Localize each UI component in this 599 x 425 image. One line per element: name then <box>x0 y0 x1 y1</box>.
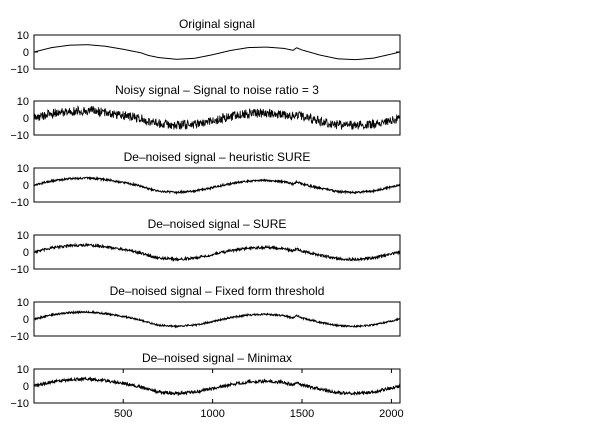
y-tick-label: −10 <box>10 331 29 343</box>
axes-box <box>33 100 401 136</box>
axes-box <box>33 301 401 337</box>
y-tick-label: 0 <box>23 47 29 59</box>
y-tick-label: 0 <box>23 381 29 393</box>
y-tick-label: −10 <box>10 197 29 209</box>
subplot-title: Original signal <box>179 17 255 31</box>
subplot-title: Noisy signal – Signal to noise ratio = 3 <box>115 83 319 97</box>
y-tick-label: −10 <box>10 130 29 142</box>
subplot-title: De–noised signal – Minimax <box>142 351 292 365</box>
axes-box <box>33 34 401 70</box>
x-tick-label: 1500 <box>290 408 314 420</box>
y-tick-label: 10 <box>17 364 29 376</box>
subplot-title: De–noised signal – SURE <box>148 217 287 231</box>
signal-line <box>33 376 401 397</box>
y-tick-label: 10 <box>17 297 29 309</box>
x-tick-label: 500 <box>114 408 132 420</box>
subplot-3: De–noised signal – heuristic SURE 10 0 −10 <box>10 150 401 209</box>
subplot-title: De–noised signal – Fixed form threshold <box>110 284 325 298</box>
signal-line <box>33 44 401 61</box>
y-tick-label: 0 <box>23 247 29 259</box>
y-tick-label: −10 <box>10 64 29 76</box>
axes-box <box>33 167 401 203</box>
subplot-5: De–noised signal – Fixed form threshold 1… <box>10 284 401 343</box>
y-tick-label: 10 <box>17 30 29 42</box>
subplot-1: Original signal 10 0 −10 <box>10 17 401 76</box>
subplot-6: De–noised signal – Minimax 10 0 −10 500 1000 1… <box>10 351 403 420</box>
y-tick-label: 10 <box>17 230 29 242</box>
y-tick-label: −10 <box>10 264 29 276</box>
subplot-2: Noisy signal – Signal to noise ratio = 3… <box>10 83 401 142</box>
x-tick-label: 2000 <box>379 408 403 420</box>
subplot-4: De–noised signal – SURE 10 0 −10 <box>10 217 401 276</box>
signal-line <box>33 105 401 131</box>
y-tick-label: 10 <box>17 163 29 175</box>
x-tick-label: 1000 <box>200 408 224 420</box>
y-tick-label: −10 <box>10 398 29 410</box>
y-tick-label: 0 <box>23 113 29 125</box>
signal-line <box>33 242 401 263</box>
subplot-title: De–noised signal – heuristic SURE <box>124 150 311 164</box>
axes-box <box>33 368 401 404</box>
y-tick-label: 0 <box>23 180 29 192</box>
signal-line <box>33 309 401 329</box>
y-tick-label: 0 <box>23 314 29 326</box>
signal-line <box>33 176 401 195</box>
y-tick-label: 10 <box>17 96 29 108</box>
